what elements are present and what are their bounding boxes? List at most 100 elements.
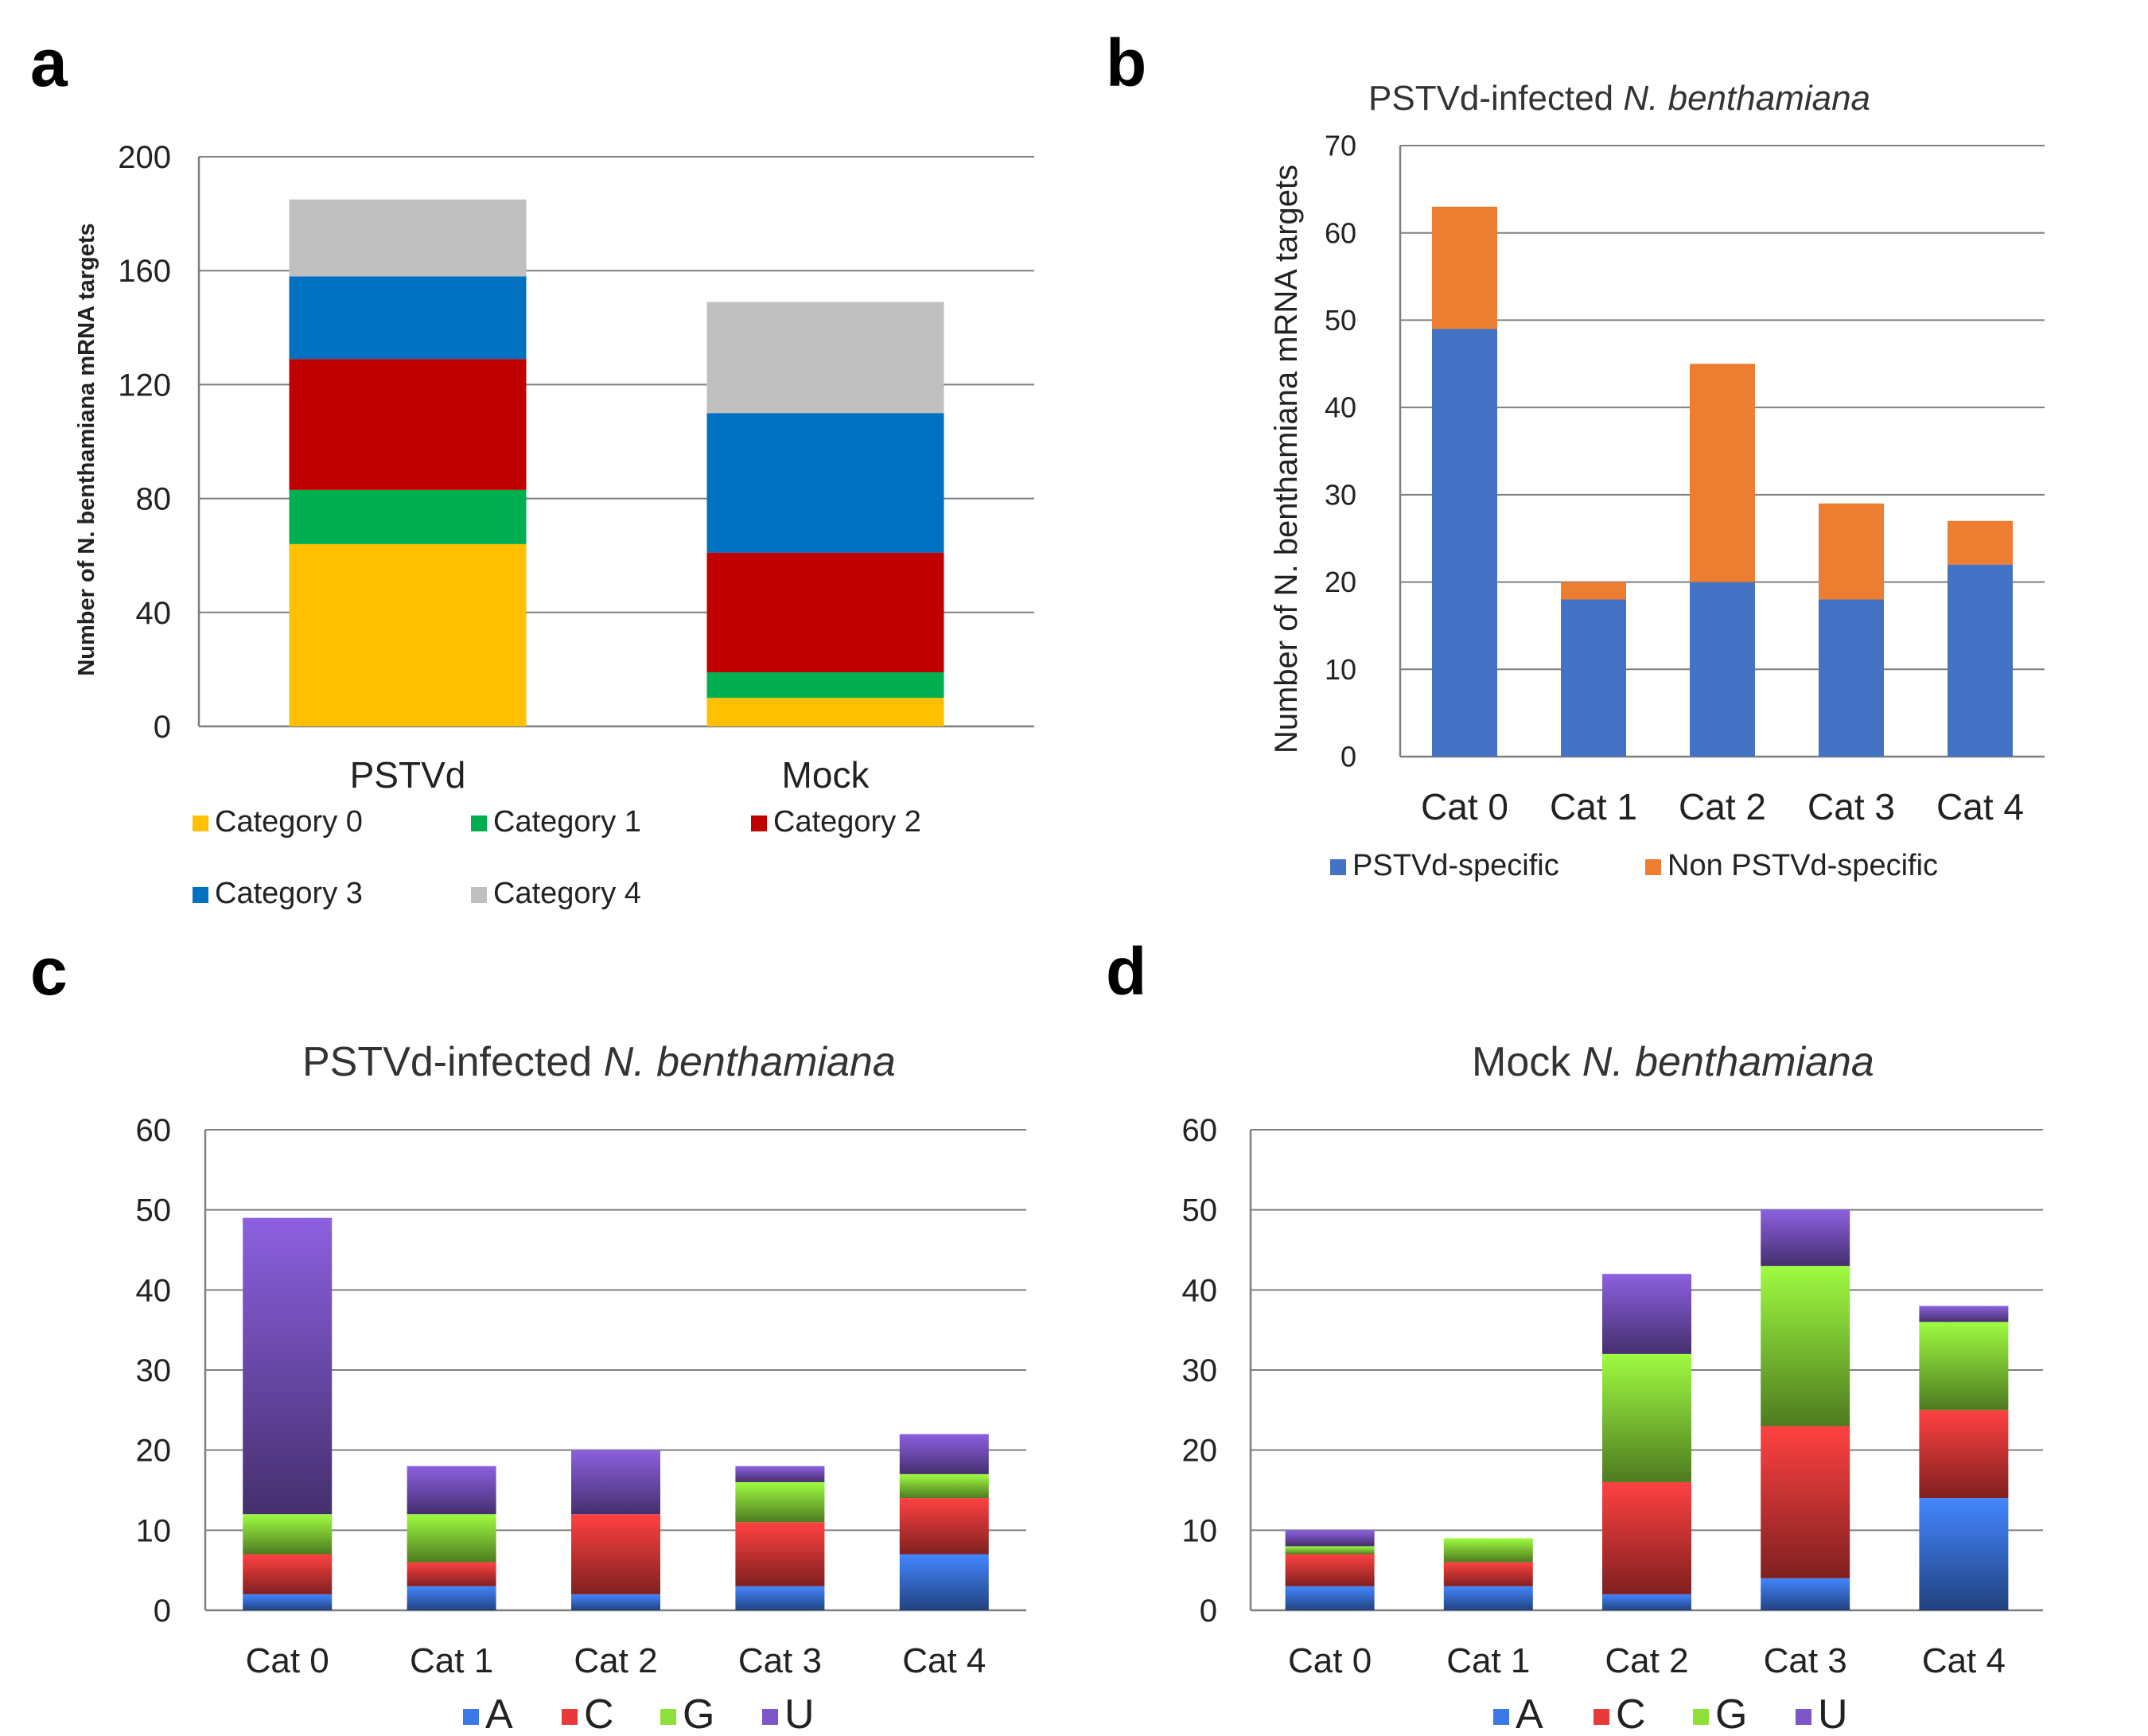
bar-c-cat1-a	[407, 1586, 496, 1610]
bar-d-cat4-c	[1919, 1410, 2009, 1499]
y-tick-label-a: 40	[136, 596, 172, 631]
bar-c-cat0-a	[243, 1594, 333, 1610]
panel-letter-c: c	[30, 934, 68, 1009]
legend-label-d: C	[1616, 1691, 1646, 1736]
legend-label-a: Category 3	[215, 877, 363, 910]
legend-swatch-a	[193, 887, 208, 903]
bar-d-cat4-u	[1919, 1306, 2009, 1322]
chart-title-c: PSTVd-infected N. benthamiana	[302, 1039, 896, 1085]
x-tick-label-b: Cat 0	[1421, 786, 1508, 827]
legend-label-b: Non PSTVd-specific	[1667, 849, 1938, 882]
y-tick-label-b: 70	[1325, 130, 1356, 162]
bar-c-cat0-u	[243, 1217, 333, 1515]
legend-swatch-d	[1796, 1709, 1811, 1725]
x-tick-label-d: Cat 0	[1288, 1641, 1372, 1680]
bar-a-pstvd-category-2	[289, 359, 527, 490]
y-tick-label-c: 10	[136, 1513, 172, 1548]
y-tick-label-c: 40	[136, 1273, 172, 1308]
legend-swatch-a	[751, 815, 767, 831]
legend-label-c: U	[784, 1691, 815, 1736]
legend-swatch-a	[193, 815, 208, 831]
chart-title-b: PSTVd-infected N. benthamiana	[1368, 79, 1870, 118]
x-tick-label-c: Cat 1	[410, 1641, 493, 1680]
y-tick-label-d: 0	[1200, 1594, 1217, 1629]
y-tick-label-c: 60	[136, 1113, 172, 1148]
x-tick-label-b: Cat 4	[1936, 786, 2024, 827]
legend-swatch-d	[1593, 1709, 1609, 1725]
bar-c-cat1-u	[407, 1465, 496, 1515]
y-tick-label-c: 20	[136, 1434, 172, 1469]
x-tick-label-c: Cat 3	[738, 1641, 822, 1680]
chart-a: 0 40 80 120 160 200 Number of N. benthamiana m…	[74, 140, 1034, 910]
bar-b-cat0-non-pstvd-specific	[1432, 206, 1497, 329]
x-tick-label-d: Cat 3	[1764, 1641, 1847, 1680]
y-tick-label-b: 50	[1325, 304, 1356, 337]
bar-c-cat3-a	[735, 1586, 825, 1610]
bar-c-cat2-a	[571, 1594, 660, 1610]
y-tick-label-c: 50	[136, 1193, 172, 1228]
bar-d-cat4-g	[1919, 1321, 2009, 1411]
legend-swatch-a	[471, 887, 487, 903]
bar-d-cat4-a	[1919, 1498, 2009, 1610]
bar-d-cat0-u	[1285, 1530, 1375, 1547]
bar-c-cat3-u	[735, 1465, 825, 1482]
bar-b-cat3-pstvd-specific	[1819, 599, 1884, 757]
y-tick-label-d: 60	[1182, 1113, 1218, 1148]
legend-swatch-b	[1645, 859, 1661, 875]
chart-b: PSTVd-infected N. benthamiana 0 10 20 30 40 50…	[1269, 79, 2045, 882]
bar-d-cat2-c	[1602, 1481, 1691, 1594]
y-tick-label-a: 200	[118, 140, 171, 175]
bar-c-cat1-g	[407, 1514, 496, 1563]
y-tick-label-d: 40	[1182, 1273, 1218, 1308]
bar-b-cat1-pstvd-specific	[1561, 599, 1626, 757]
bar-b-cat2-non-pstvd-specific	[1690, 364, 1755, 582]
x-tick-label-d: Cat 4	[1922, 1641, 2006, 1680]
legend-swatch-b	[1330, 859, 1346, 875]
bar-d-cat1-a	[1443, 1586, 1533, 1610]
bar-a-pstvd-category-0	[289, 543, 527, 726]
bar-d-cat3-a	[1761, 1578, 1850, 1610]
legend-label-d: U	[1818, 1691, 1848, 1736]
bar-c-cat4-u	[899, 1434, 989, 1474]
y-tick-label-d: 50	[1182, 1193, 1218, 1228]
legend-label-c: C	[584, 1691, 614, 1736]
y-tick-label-b: 60	[1325, 216, 1356, 249]
y-tick-label-b: 20	[1325, 566, 1356, 598]
x-tick-label-a: Mock	[782, 754, 870, 796]
bar-c-cat4-g	[899, 1473, 989, 1499]
bar-a-mock-category-2	[706, 552, 944, 672]
y-tick-label-d: 20	[1182, 1434, 1218, 1469]
bar-c-cat0-c	[243, 1554, 333, 1594]
y-tick-label-a: 160	[118, 254, 171, 289]
bar-d-cat2-g	[1602, 1353, 1691, 1482]
bar-b-cat4-non-pstvd-specific	[1948, 520, 2013, 565]
bar-c-cat3-c	[735, 1522, 825, 1586]
bar-d-cat2-u	[1602, 1274, 1691, 1354]
bar-b-cat3-non-pstvd-specific	[1819, 503, 1884, 600]
bar-a-pstvd-category-1	[289, 489, 527, 544]
chart-title-d: Mock N. benthamiana	[1472, 1039, 1874, 1085]
bar-d-cat1-c	[1443, 1562, 1533, 1586]
y-tick-label-a: 0	[154, 710, 171, 745]
x-tick-label-d: Cat 1	[1446, 1641, 1530, 1680]
legend-swatch-c	[463, 1709, 479, 1725]
y-tick-label-a: 120	[118, 368, 171, 403]
bar-a-mock-category-1	[706, 671, 944, 699]
legend-label-c: G	[683, 1691, 714, 1736]
panel-letter-a: a	[30, 25, 68, 100]
bar-d-cat1-g	[1443, 1538, 1533, 1563]
x-tick-label-a: PSTVd	[350, 754, 466, 796]
y-tick-label-c: 0	[154, 1594, 171, 1629]
y-tick-label-a: 80	[136, 482, 172, 517]
y-tick-label-c: 30	[136, 1353, 172, 1388]
bar-a-mock-category-4	[706, 302, 944, 414]
chart-c: PSTVd-infected N. benthamiana 0 10 20 30 40 50…	[136, 1039, 1026, 1736]
x-tick-label-c: Cat 2	[574, 1641, 657, 1680]
chart-d: Mock N. benthamiana 0 10 20 30 40 50 60 Cat 0 Cat…	[1182, 1039, 2043, 1736]
bar-b-cat2-pstvd-specific	[1690, 582, 1755, 757]
legend-label-d: G	[1715, 1691, 1747, 1736]
x-tick-label-c: Cat 4	[902, 1641, 986, 1680]
bar-a-mock-category-0	[706, 698, 944, 726]
legend-swatch-c	[660, 1709, 676, 1725]
y-axis-label-a: Number of N. benthamiana mRNA targets	[74, 223, 99, 675]
